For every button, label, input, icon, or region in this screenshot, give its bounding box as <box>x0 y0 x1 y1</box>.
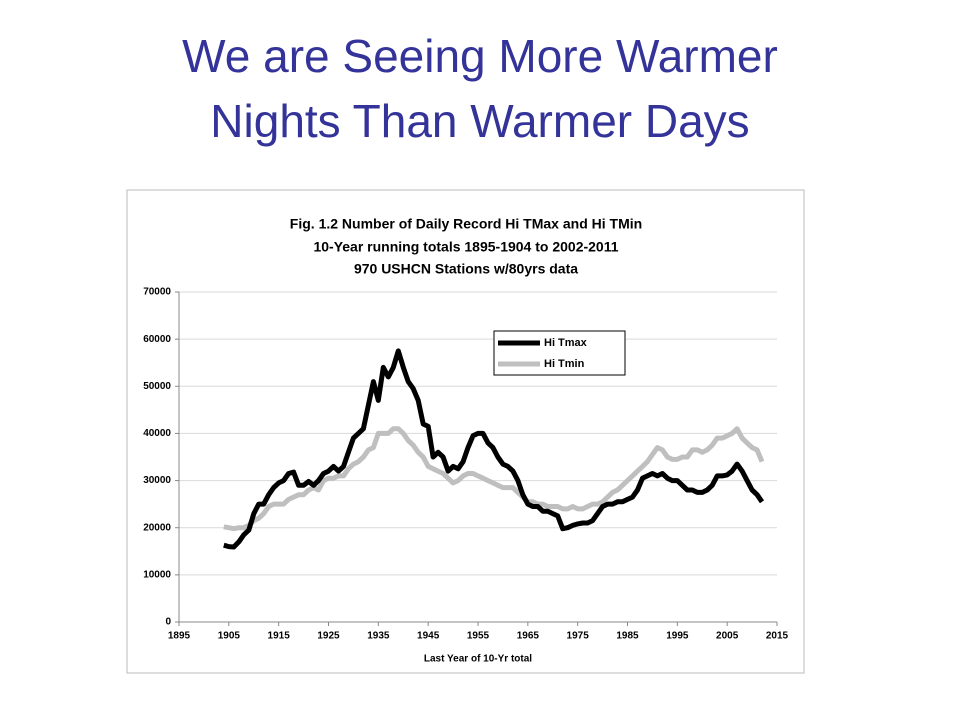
x-tick-label: 1995 <box>666 631 689 642</box>
x-tick-label: 1975 <box>567 631 590 642</box>
series-line <box>223 348 765 550</box>
x-tick-label: 2015 <box>766 631 789 642</box>
slide-title: We are Seeing More Warmer <box>182 30 778 82</box>
slide-title: Nights Than Warmer Days <box>210 95 749 147</box>
chart-title: Fig. 1.2 Number of Daily Record Hi TMax … <box>290 216 642 232</box>
legend-label: Hi Tmax <box>544 337 588 349</box>
y-tick-label: 60000 <box>143 334 171 345</box>
legend-label: Hi Tmin <box>544 358 585 370</box>
x-tick-label: 2005 <box>716 631 739 642</box>
chart-title: 10-Year running totals 1895-1904 to 2002… <box>313 239 618 255</box>
x-tick-label: 1915 <box>268 631 291 642</box>
y-tick-label: 10000 <box>143 569 171 580</box>
chart-frame <box>126 189 805 674</box>
x-tick-label: 1945 <box>417 631 440 642</box>
x-tick-label: 1965 <box>517 631 540 642</box>
x-tick-label: 1925 <box>317 631 340 642</box>
x-tick-label: 1905 <box>218 631 241 642</box>
x-axis-label: Last Year of 10-Yr total <box>424 654 532 665</box>
y-tick-label: 50000 <box>143 381 171 392</box>
x-tick-label: 1985 <box>616 631 639 642</box>
y-tick-label: 30000 <box>143 475 171 486</box>
x-tick-label: 1955 <box>467 631 490 642</box>
y-tick-label: 70000 <box>143 287 171 298</box>
x-tick-label: 1895 <box>168 631 191 642</box>
x-tick-label: 1935 <box>367 631 390 642</box>
y-tick-label: 40000 <box>143 428 171 439</box>
y-tick-label: 20000 <box>143 522 171 533</box>
chart-title: 970 USHCN Stations w/80yrs data <box>354 261 578 277</box>
legend-box <box>493 330 626 376</box>
y-tick-label: 0 <box>165 617 171 628</box>
